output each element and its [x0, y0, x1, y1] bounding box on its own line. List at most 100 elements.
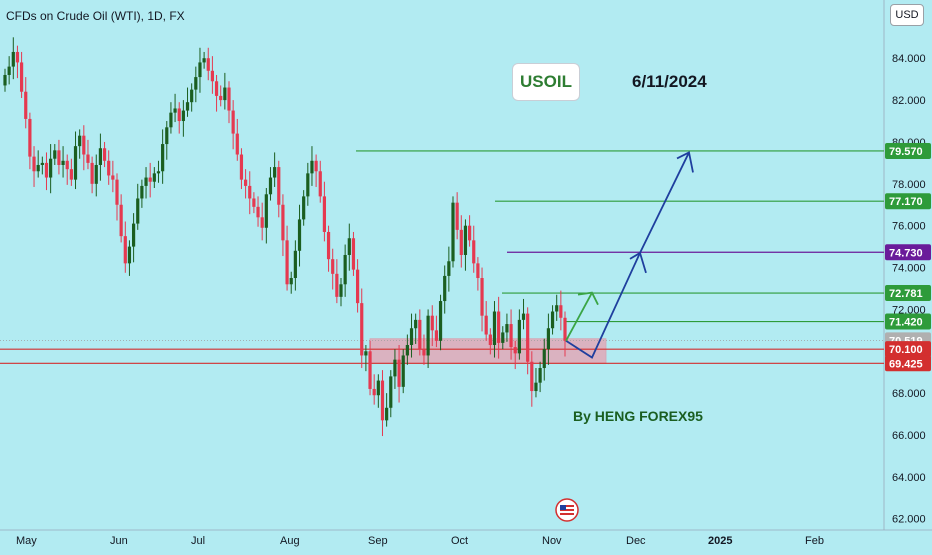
candle-body: [364, 351, 368, 356]
price-level-label: 77.170: [889, 196, 923, 208]
candle-body: [243, 179, 248, 186]
candle-body: [517, 319, 521, 354]
candle-body: [252, 198, 256, 207]
candle-body: [297, 219, 302, 251]
candle-body: [310, 160, 314, 174]
currency-button[interactable]: USD: [890, 4, 924, 26]
candle-body: [331, 259, 335, 274]
price-level-tag: [885, 313, 931, 330]
y-tick-label: 82.000: [892, 95, 926, 107]
candle-body: [152, 173, 156, 182]
price-level-label: 72.781: [889, 288, 923, 300]
candle-body: [82, 135, 86, 155]
price-axis-panel[interactable]: [884, 0, 932, 550]
candle-body: [264, 194, 268, 228]
x-tick-label: 2025: [708, 535, 732, 547]
candle-body: [169, 112, 173, 128]
candle-body: [181, 110, 185, 122]
candle-body: [480, 278, 484, 316]
candle-body: [40, 162, 44, 165]
candle-body: [521, 313, 526, 320]
support-zone: [369, 338, 607, 364]
price-level-tag: [885, 142, 931, 159]
candle-body: [393, 359, 397, 377]
candle-body: [78, 135, 82, 147]
candle-body: [355, 269, 360, 304]
candle-body: [268, 177, 273, 195]
candle-body: [53, 150, 57, 159]
candle-body: [542, 349, 546, 369]
candle-body: [119, 204, 123, 237]
candle-body: [260, 217, 264, 228]
candle-body: [463, 225, 468, 255]
candle-body: [161, 144, 165, 172]
candle-body: [127, 246, 132, 264]
candle-body: [3, 74, 7, 86]
candle-body: [430, 315, 434, 331]
candle-body: [7, 66, 11, 75]
candle-body: [289, 278, 293, 285]
candle-body: [455, 202, 459, 230]
y-tick-label: 78.000: [892, 179, 926, 191]
projection-arrow: [565, 152, 690, 359]
candle-body: [44, 162, 49, 178]
candle-body: [185, 102, 190, 111]
candle-body: [61, 160, 65, 165]
candle-body: [210, 70, 215, 82]
y-tick-label: 62.000: [892, 514, 926, 526]
candle-body: [165, 127, 169, 145]
candle-body: [49, 158, 53, 178]
x-tick-label: Jul: [191, 535, 205, 547]
candle-body: [111, 175, 115, 180]
candle-body: [459, 229, 463, 255]
candle-body: [476, 263, 480, 279]
candle-body: [115, 179, 119, 205]
author-annotation: By HENG FOREX95: [573, 408, 703, 424]
candle-body: [65, 160, 69, 170]
candle-body: [472, 240, 476, 264]
price-level-label: 70.100: [889, 344, 923, 356]
y-tick-label: 72.000: [892, 304, 926, 316]
x-tick-label: Sep: [368, 535, 388, 547]
candle-body: [107, 160, 111, 176]
candle-body: [380, 380, 385, 421]
candle-body: [546, 328, 551, 350]
x-tick-label: May: [16, 535, 37, 547]
y-tick-label: 64.000: [892, 472, 926, 484]
candle-body: [343, 254, 347, 285]
candle-body: [497, 311, 501, 343]
candle-body: [314, 160, 318, 172]
candle-body: [136, 198, 140, 224]
candle-body: [57, 150, 61, 165]
candle-body: [426, 315, 430, 356]
candle-body: [326, 231, 331, 260]
candle-body: [385, 407, 389, 421]
candle-body: [281, 204, 285, 241]
candle-body: [434, 330, 439, 341]
candle-body: [173, 108, 177, 113]
candle-body: [526, 313, 530, 362]
candle-body: [223, 87, 227, 101]
price-level-tag: [885, 193, 931, 210]
candle-body: [492, 311, 497, 345]
candle-body: [302, 196, 306, 220]
candle-body: [32, 156, 36, 172]
price-level-label: 79.570: [889, 146, 923, 158]
candle-body: [505, 324, 509, 333]
price-level-tag: [885, 355, 931, 372]
candle-body: [306, 173, 310, 197]
candle-body: [140, 185, 144, 199]
candle-body: [239, 154, 244, 180]
candle-body: [563, 317, 567, 341]
candle-body: [451, 202, 455, 262]
candle-body: [90, 162, 94, 184]
candle-body: [194, 77, 198, 90]
candle-body: [322, 196, 327, 232]
candle-body: [214, 81, 219, 96]
candle-body: [509, 324, 513, 348]
price-level-tag: [885, 285, 931, 302]
candle-body: [335, 273, 339, 297]
y-tick-label: 76.000: [892, 221, 926, 233]
